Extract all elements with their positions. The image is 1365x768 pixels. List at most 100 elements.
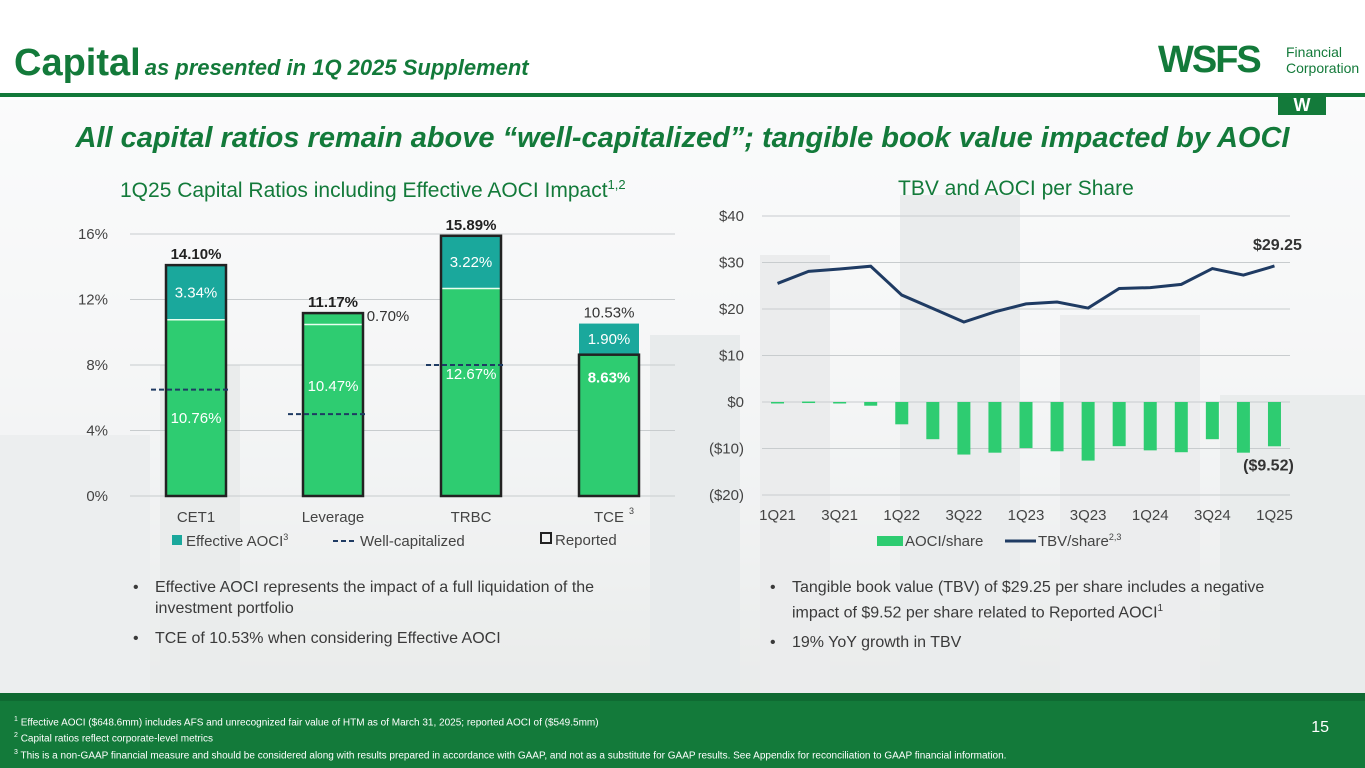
bar-reported-tce: [579, 354, 639, 496]
x-tick-label: 3Q21: [821, 507, 858, 524]
y-tick-label: $0: [727, 394, 744, 411]
bar-reported-outline: [577, 353, 641, 498]
page-number: 15: [1311, 719, 1329, 736]
logo-w-mark: W: [1278, 95, 1326, 115]
label-aoci: 0.70%: [367, 308, 410, 325]
y-tick-label: $20: [719, 301, 744, 318]
bar-aoci-share: [1143, 402, 1157, 451]
y-tick-label: $30: [719, 255, 744, 272]
y-tick-label: ($20): [709, 487, 744, 504]
label-aoci-last: ($9.52): [1243, 457, 1294, 474]
left-chart-title: 1Q25 Capital Ratios including Effective …: [120, 177, 626, 202]
headline: All capital ratios remain above “well-ca…: [75, 122, 1290, 154]
wsfs-logo: WSFS Financial Corporation: [1158, 39, 1360, 81]
y-tick-label: ($10): [709, 441, 744, 458]
list-item: TCE of 10.53% when considering Effective…: [133, 628, 653, 649]
label-total: 11.17%: [308, 294, 358, 311]
list-item: Effective AOCI represents the impact of …: [133, 577, 653, 619]
bar-reported-trbc: [441, 288, 501, 496]
bar-aoci-tce: [579, 323, 639, 355]
bar-total-outline: [164, 263, 228, 498]
x-tick-label: 1Q24: [1132, 507, 1169, 524]
bar-reported-cet1: [166, 319, 226, 496]
x-tick-label: Leverage: [302, 509, 365, 526]
footnotes: 1 Effective AOCI ($648.6mm) includes AFS…: [14, 713, 1006, 762]
x-tick-label: 1Q22: [883, 507, 920, 524]
bar-total-outline: [301, 311, 365, 498]
header: Capital as presented in 1Q 2025 Supplemen…: [0, 0, 1365, 98]
x-tick-label: 1Q23: [1008, 507, 1045, 524]
bar-aoci-share: [957, 402, 971, 455]
bar-aoci-share: [1112, 402, 1126, 447]
tbv-share-line: [776, 264, 1275, 324]
footnote-2: 2 Capital ratios reflect corporate-level…: [14, 732, 213, 745]
legend-reported-swatch: [540, 532, 552, 544]
label-reported: 12.67%: [446, 366, 497, 383]
y-tick-label: 0%: [86, 488, 108, 505]
footer: 1 Effective AOCI ($648.6mm) includes AFS…: [0, 693, 1365, 768]
legend-well-capitalized: Well-capitalized: [360, 533, 465, 550]
y-tick-label: 8%: [86, 357, 108, 374]
legend-reported: Reported: [555, 532, 617, 549]
label-tbv-last: $29.25: [1253, 237, 1302, 254]
bar-aoci-share: [1174, 402, 1188, 453]
y-tick-label: $10: [719, 348, 744, 365]
bar-aoci-share: [833, 402, 847, 404]
bar-aoci-share: [1019, 402, 1033, 449]
bar-aoci-share: [1081, 402, 1095, 461]
y-tick-label: 16%: [78, 226, 108, 243]
bar-aoci-leverage: [303, 313, 363, 325]
list-item: Tangible book value (TBV) of $29.25 per …: [770, 577, 1290, 623]
right-chart-title: TBV and AOCI per Share: [898, 177, 1134, 200]
legend-effective-aoci: Effective AOCI3: [186, 532, 288, 550]
footnote-3: 3 This is a non-GAAP financial measure a…: [14, 748, 1007, 761]
x-tick-label: CET1: [177, 509, 215, 526]
bar-aoci-trbc: [441, 235, 501, 289]
x-tick-label: 3Q24: [1194, 507, 1231, 524]
bar-aoci-share: [1236, 402, 1250, 453]
x-tick-label: 1Q21: [759, 507, 796, 524]
legend-aoci-share: AOCI/share: [905, 533, 983, 550]
label-total: 10.53%: [584, 305, 635, 322]
footer-band: [0, 693, 1365, 701]
list-item: 19% YoY growth in TBV: [770, 632, 1290, 653]
footnote-1: 1 Effective AOCI ($648.6mm) includes AFS…: [14, 716, 599, 729]
label-total: 15.89%: [446, 217, 497, 234]
bar-aoci-share: [1050, 402, 1064, 452]
header-divider: [0, 93, 1365, 97]
left-bullets: Effective AOCI represents the impact of …: [133, 577, 653, 658]
bar-aoci-share: [895, 402, 909, 425]
logo-subtext: Financial Corporation: [1286, 44, 1360, 76]
page-title: Capital as presented in 1Q 2025 Supplemen…: [14, 42, 529, 84]
y-tick-label: $40: [719, 208, 744, 225]
legend-effective-aoci-swatch: [172, 535, 182, 545]
capital-ratios-chart: 0% 4% 8% 12% 16% 10.76% 3.34% 14.10% CET1 10.47% 0…: [78, 217, 675, 550]
x-tick-label: 3Q22: [946, 507, 983, 524]
label-aoci: 3.22%: [450, 254, 493, 271]
bar-aoci-share: [1205, 402, 1219, 440]
label-aoci: 1.90%: [588, 331, 631, 348]
tbv-aoci-chart: ($20) ($10) $0 $10 $20 $30 $40 1Q21 3Q21 1Q22 3Q22…: [709, 208, 1302, 550]
page-subtitle: as presented in 1Q 2025 Supplement: [144, 55, 529, 80]
bar-aoci-share: [1267, 402, 1281, 447]
legend-aoci-share-swatch: [877, 536, 903, 546]
bar-aoci-share: [802, 401, 816, 404]
right-bullets: Tangible book value (TBV) of $29.25 per …: [770, 577, 1290, 662]
y-tick-label: 4%: [86, 423, 108, 440]
x-tick-label: 1Q25: [1256, 507, 1293, 524]
x-tick-label: TRBC: [451, 509, 492, 526]
x-tick-sup: 3: [629, 506, 634, 516]
label-reported: 10.76%: [171, 410, 222, 427]
label-reported: 10.47%: [308, 378, 359, 395]
bar-aoci-share: [864, 402, 878, 406]
legend-tbv-share: TBV/share2,3: [1038, 532, 1121, 550]
bar-aoci-share: [926, 402, 940, 440]
bar-aoci-cet1: [166, 265, 226, 320]
bar-aoci-share: [771, 402, 785, 404]
label-total: 14.10%: [171, 246, 222, 263]
bar-aoci-share: [988, 402, 1002, 453]
bar-reported-leverage: [303, 324, 363, 496]
logo-wordmark: WSFS: [1158, 39, 1262, 81]
x-tick-label: TCE: [594, 509, 624, 526]
label-aoci: 3.34%: [175, 284, 218, 301]
